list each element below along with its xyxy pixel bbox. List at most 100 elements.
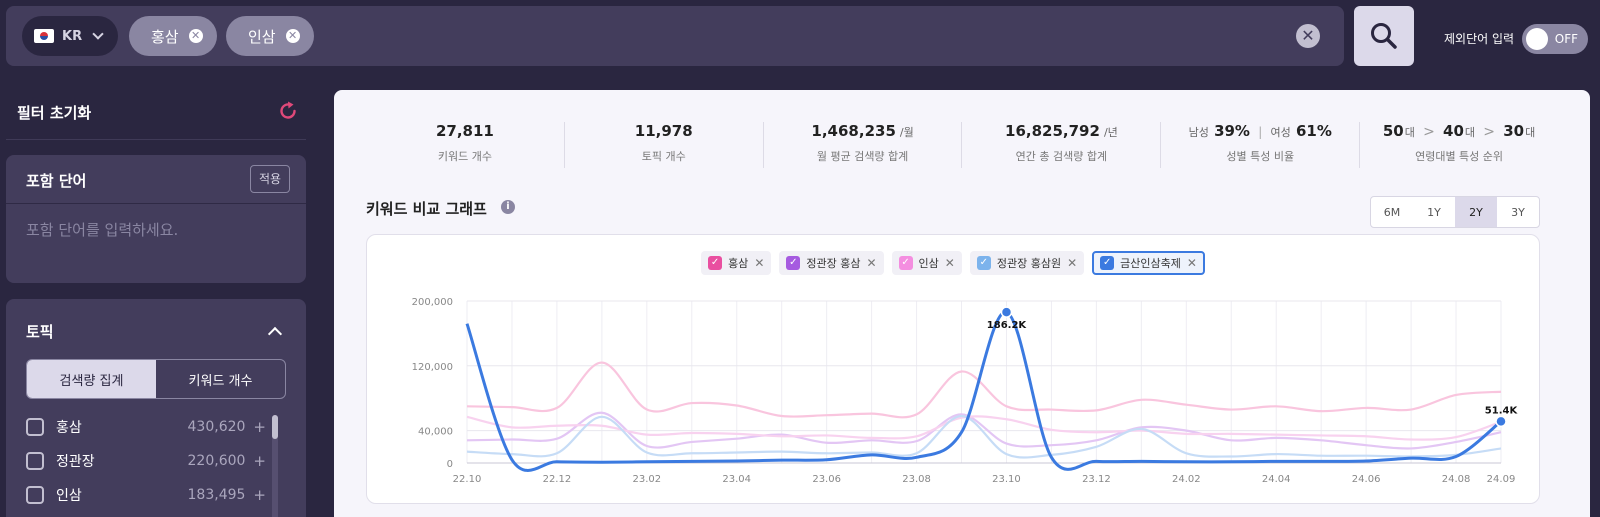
legend-checkbox-icon[interactable]: ✓ bbox=[976, 256, 991, 270]
stat-label: 연간 총 검색량 합계 bbox=[1015, 150, 1108, 163]
x-tick-label: 24.06 bbox=[1352, 474, 1381, 485]
legend-label: 정관장 홍삼원 bbox=[996, 257, 1062, 270]
chevron-up-icon[interactable] bbox=[267, 326, 283, 342]
topic-checkbox[interactable] bbox=[26, 486, 44, 504]
stat-yearly-volume: 16,825,792/년 연간 총 검색량 합계 bbox=[962, 122, 1162, 168]
period-3y[interactable]: 3Y bbox=[1511, 205, 1525, 219]
data-point bbox=[1495, 415, 1507, 428]
scrollbar-thumb[interactable] bbox=[272, 415, 278, 439]
data-label: 51.4K bbox=[1485, 405, 1519, 416]
plus-icon[interactable]: + bbox=[253, 418, 266, 436]
legend-remove-icon[interactable]: ✕ bbox=[944, 256, 955, 270]
legend-remove-icon[interactable]: ✕ bbox=[754, 256, 765, 270]
topic-checkbox[interactable] bbox=[26, 452, 44, 470]
stat-unit: /년 bbox=[1103, 126, 1118, 139]
reset-icon[interactable] bbox=[277, 100, 299, 122]
segment-keyword-count[interactable]: 키워드 개수 bbox=[188, 373, 253, 389]
stat-topic-count: 11,978 토픽 개수 bbox=[565, 122, 764, 168]
period-2y[interactable]: 2Y bbox=[1455, 197, 1497, 227]
topic-checkbox[interactable] bbox=[26, 418, 44, 436]
series-line bbox=[466, 414, 1502, 459]
topic-item[interactable]: 홍삼 430,620 + bbox=[26, 417, 266, 437]
x-tick-label: 23.08 bbox=[902, 474, 931, 485]
topic-scrollbar[interactable] bbox=[272, 415, 278, 517]
legend-label: 홍삼 bbox=[728, 257, 749, 270]
legend-checkbox-icon[interactable]: ✓ bbox=[1100, 256, 1115, 270]
topic-title: 토픽 bbox=[26, 323, 54, 341]
plus-icon[interactable]: + bbox=[253, 486, 266, 504]
legend-checkbox-icon[interactable]: ✓ bbox=[786, 256, 801, 270]
gender-separator: | bbox=[1258, 125, 1263, 139]
legend-item[interactable]: ✓ 인삼 ✕ bbox=[891, 251, 962, 275]
legend-remove-icon[interactable]: ✕ bbox=[866, 256, 877, 270]
exclude-words-toggle[interactable]: OFF bbox=[1522, 24, 1588, 54]
graph-title: 키워드 비교 그래프 bbox=[366, 200, 487, 218]
keyword-chip[interactable]: 홍삼 ✕ bbox=[129, 16, 217, 56]
apply-button[interactable]: 적용 bbox=[250, 165, 290, 193]
period-1y[interactable]: 1Y bbox=[1427, 205, 1441, 219]
x-tick-label: 23.02 bbox=[633, 474, 662, 485]
korea-flag-icon bbox=[34, 29, 54, 43]
female-value: 61% bbox=[1295, 122, 1332, 140]
x-tick-label: 24.08 bbox=[1442, 474, 1471, 485]
chip-label: 홍삼 bbox=[151, 27, 179, 46]
topic-count: 430,620 bbox=[187, 419, 246, 435]
legend-item[interactable]: ✓ 홍삼 ✕ bbox=[701, 251, 772, 275]
stat-label: 토픽 개수 bbox=[641, 150, 686, 163]
stat-value: 16,825,792 bbox=[1005, 122, 1100, 140]
segment-search-volume[interactable]: 검색량 집계 bbox=[27, 360, 156, 398]
exclude-words-label: 제외단어 입력 bbox=[1444, 32, 1515, 46]
sidebar-divider bbox=[6, 139, 306, 140]
y-tick-label: 200,000 bbox=[412, 297, 453, 308]
chip-remove-icon[interactable]: ✕ bbox=[285, 29, 300, 43]
chip-remove-icon[interactable]: ✕ bbox=[188, 29, 203, 43]
toggle-knob bbox=[1526, 28, 1548, 50]
male-label: 남성 bbox=[1188, 126, 1209, 139]
topic-item[interactable]: 인삼 183,495 + bbox=[26, 485, 266, 505]
x-tick-label: 23.06 bbox=[812, 474, 841, 485]
keyword-chip[interactable]: 인삼 ✕ bbox=[226, 16, 314, 56]
include-words-card: 포함 단어 적용 포함 단어를 입력하세요. bbox=[6, 155, 306, 283]
filter-reset-title: 필터 초기화 bbox=[17, 104, 92, 122]
x-tick-label: 23.12 bbox=[1082, 474, 1111, 485]
x-tick-label: 22.10 bbox=[453, 474, 482, 485]
legend-item[interactable]: ✓ 정관장 홍삼 ✕ bbox=[779, 251, 884, 275]
topic-item[interactable]: 정관장 220,600 + bbox=[26, 451, 266, 471]
legend-checkbox-icon[interactable]: ✓ bbox=[898, 256, 913, 270]
topic-name: 인삼 bbox=[56, 488, 82, 504]
country-selector[interactable]: KR bbox=[22, 16, 118, 56]
legend-item[interactable]: ✓ 정관장 홍삼원 ✕ bbox=[969, 251, 1085, 275]
legend-item[interactable]: ✓ 금산인삼축제 ✕ bbox=[1092, 251, 1205, 275]
stat-value: 11,978 bbox=[634, 122, 693, 140]
legend-label: 금산인삼축제 bbox=[1120, 257, 1181, 270]
period-selector: 6M 1Y 2Y 3Y bbox=[1370, 196, 1540, 228]
include-divider bbox=[6, 203, 306, 204]
include-words-input[interactable]: 포함 단어를 입력하세요. bbox=[26, 221, 179, 239]
period-6m[interactable]: 6M bbox=[1383, 205, 1401, 219]
toggle-state: OFF bbox=[1554, 32, 1578, 46]
keyword-comparison-chart: 200,000 120,000 40,000 022.10 22.12 23.02 23.0… bbox=[412, 297, 1519, 485]
stat-label: 키워드 개수 bbox=[437, 150, 492, 163]
plus-icon[interactable]: + bbox=[253, 452, 266, 470]
female-label: 여성 bbox=[1270, 126, 1291, 139]
age-unit: 대 bbox=[1464, 126, 1476, 139]
series-line bbox=[466, 411, 1502, 450]
clear-all-icon[interactable]: ✕ bbox=[1296, 24, 1320, 48]
search-bar[interactable]: KR 홍삼 ✕ 인삼 ✕ ✕ bbox=[6, 6, 1344, 66]
legend-remove-icon[interactable]: ✕ bbox=[1067, 256, 1078, 270]
data-point bbox=[1000, 306, 1013, 318]
stats-row: 27,811 키워드 개수 11,978 토픽 개수 1,468,235/월 월… bbox=[366, 122, 1558, 168]
search-button[interactable] bbox=[1354, 6, 1414, 66]
include-words-title: 포함 단어 bbox=[26, 172, 87, 190]
age-first: 50 bbox=[1382, 122, 1404, 140]
legend-checkbox-icon[interactable]: ✓ bbox=[708, 256, 723, 270]
info-icon[interactable]: i bbox=[501, 200, 515, 214]
x-tick-label: 24.09 bbox=[1487, 474, 1516, 485]
legend-label: 인삼 bbox=[918, 257, 939, 270]
main-panel: 27,811 키워드 개수 11,978 토픽 개수 1,468,235/월 월… bbox=[334, 90, 1590, 517]
legend-remove-icon[interactable]: ✕ bbox=[1186, 256, 1197, 270]
topic-name: 정관장 bbox=[56, 454, 95, 470]
series-line bbox=[466, 415, 1502, 441]
age-arrow: > bbox=[1483, 124, 1496, 140]
series-line bbox=[465, 310, 1502, 472]
